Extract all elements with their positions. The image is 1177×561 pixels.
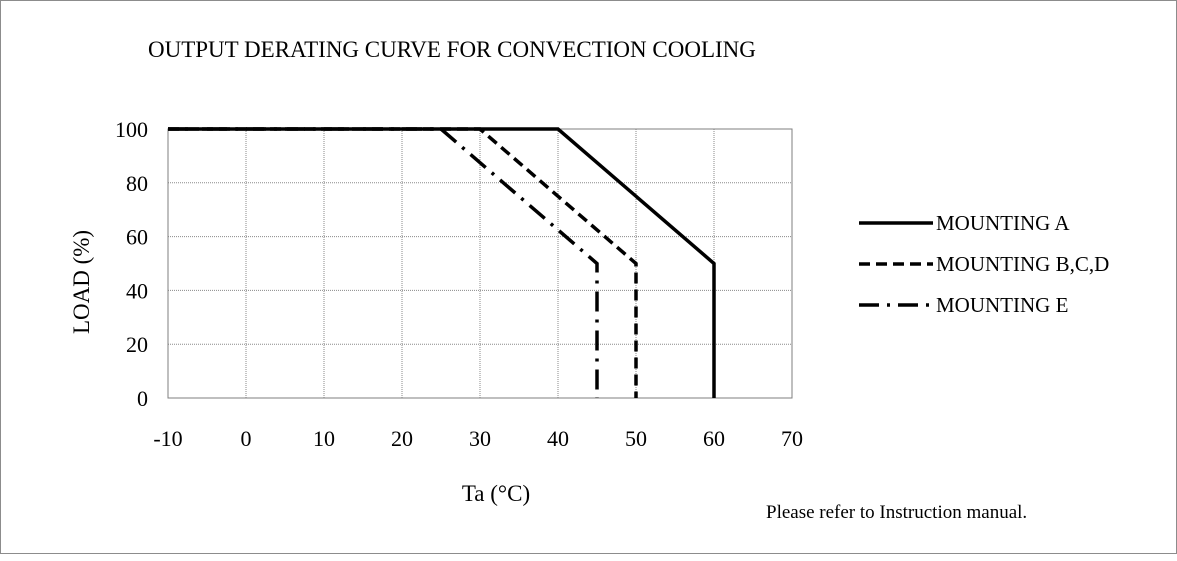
x-tick-label: 40 (547, 426, 569, 451)
series-line-3 (168, 127, 599, 398)
legend-label-1: MOUNTING A (936, 211, 1070, 235)
x-tick-label: 20 (391, 426, 413, 451)
legend: MOUNTING A MOUNTING B,C,D MOUNTING E (859, 211, 1109, 317)
grid (167, 128, 793, 399)
x-tick-label: 30 (469, 426, 491, 451)
instruction-note: Please refer to Instruction manual. (766, 502, 1027, 523)
x-tick-label: 60 (703, 426, 725, 451)
y-tick-label: 40 (126, 278, 148, 303)
legend-label-2: MOUNTING B,C,D (936, 252, 1109, 276)
y-tick-label: 0 (137, 386, 148, 411)
x-tick-label: 0 (241, 426, 252, 451)
x-tick-label: 50 (625, 426, 647, 451)
legend-label-3: MOUNTING E (936, 293, 1068, 317)
x-tick-label: -10 (153, 426, 182, 451)
y-axis-label: LOAD (%) (69, 230, 94, 334)
x-axis-label: Ta (°C) (462, 481, 530, 506)
x-tick-label: 10 (313, 426, 335, 451)
series-layer (168, 127, 716, 398)
x-axis-ticks: -10 0 10 20 30 40 50 60 70 (153, 426, 803, 451)
y-axis-ticks: 0 20 40 60 80 100 (115, 117, 148, 411)
y-tick-label: 20 (126, 332, 148, 357)
y-tick-label: 100 (115, 117, 148, 142)
x-tick-label: 70 (781, 426, 803, 451)
plot-area (167, 127, 793, 399)
y-tick-label: 80 (126, 171, 148, 196)
chart-title: OUTPUT DERATING CURVE FOR CONVECTION COO… (148, 37, 756, 62)
series-line-1 (168, 127, 716, 398)
y-tick-label: 60 (126, 225, 148, 250)
